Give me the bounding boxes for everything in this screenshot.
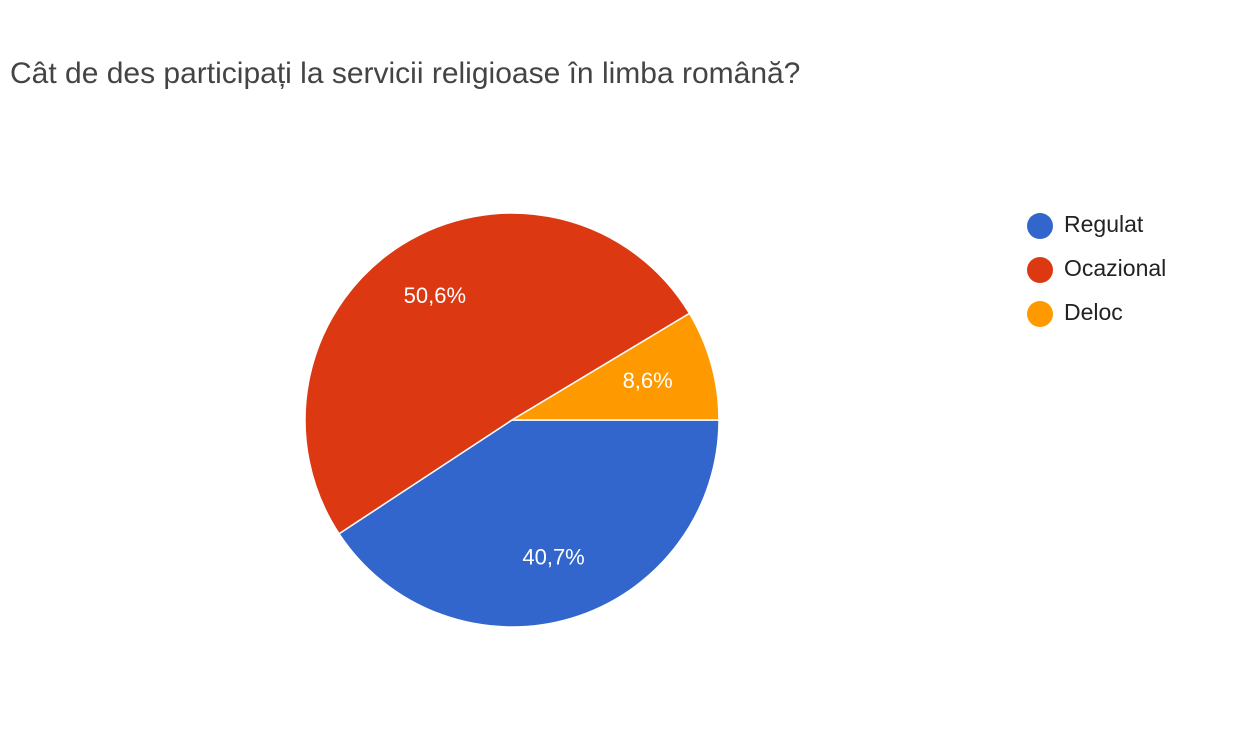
pie-slice (304, 212, 691, 535)
legend-label: Deloc (1064, 299, 1123, 325)
pie-slice (509, 312, 720, 421)
legend-swatch (1027, 301, 1053, 327)
legend-swatch (1027, 257, 1053, 283)
legend-swatch (1027, 213, 1053, 239)
slice-label: 50,6% (404, 283, 466, 308)
chart-title: Cât de des participați la servicii relig… (10, 57, 800, 90)
slice-label: 40,7% (522, 545, 584, 570)
slice-label: 8,6% (623, 368, 673, 393)
legend-label: Regulat (1064, 211, 1144, 237)
legend-label: Ocazional (1064, 255, 1166, 281)
